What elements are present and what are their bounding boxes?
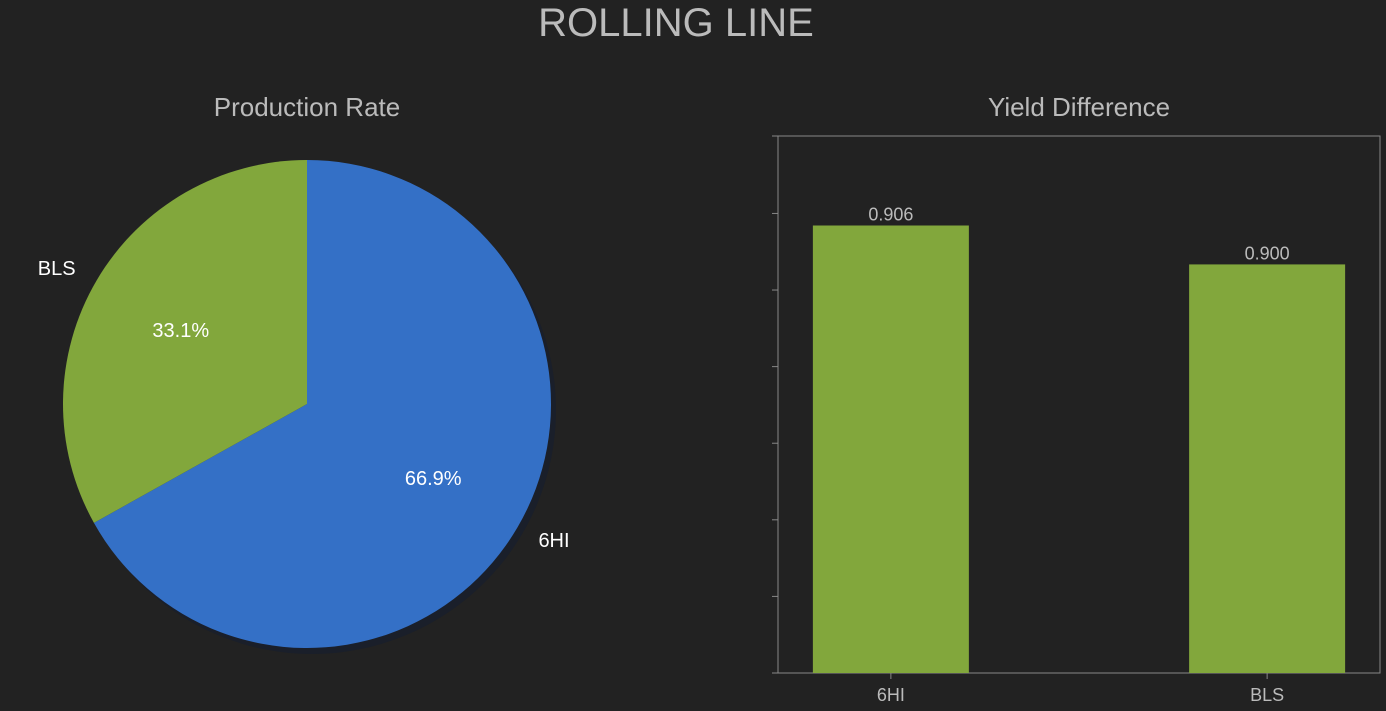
pie-category-label-bls: BLS <box>38 258 76 280</box>
x-tick-label-6hi: 6HI <box>877 685 905 705</box>
y-axis-ticks <box>772 135 778 674</box>
bar-chart-title: Yield Difference <box>988 92 1170 122</box>
pie-category-label-6hi: 6HI <box>538 530 569 552</box>
pie-chart: Production Rate 66.9% 6HI 33.1% BLS <box>38 92 570 654</box>
pie-slices <box>62 160 552 648</box>
pie-labels: 66.9% 6HI 33.1% BLS <box>38 258 570 552</box>
bar-bls <box>1189 264 1346 673</box>
bar-value-labels: 0.906 0.900 <box>868 205 1289 264</box>
pie-pct-label-6hi: 66.9% <box>405 468 462 490</box>
bar-chart: Yield Difference 0.906 0.900 6HI BLS <box>772 92 1381 705</box>
pie-slice-bls <box>62 160 307 523</box>
x-axis-ticks: 6HI BLS <box>877 673 1284 705</box>
bars <box>812 225 1346 673</box>
bar-value-label-bls: 0.900 <box>1245 243 1290 263</box>
pie-chart-title: Production Rate <box>214 92 400 122</box>
bar-6hi <box>812 225 969 673</box>
bar-plot-frame <box>777 135 1381 674</box>
pie-pct-label-bls: 33.1% <box>152 320 209 342</box>
pie-slice-6hi <box>93 160 552 648</box>
figure-title: ROLLING LINE <box>538 1 814 45</box>
x-tick-label-bls: BLS <box>1250 685 1284 705</box>
bar-value-label-6hi: 0.906 <box>868 205 913 225</box>
